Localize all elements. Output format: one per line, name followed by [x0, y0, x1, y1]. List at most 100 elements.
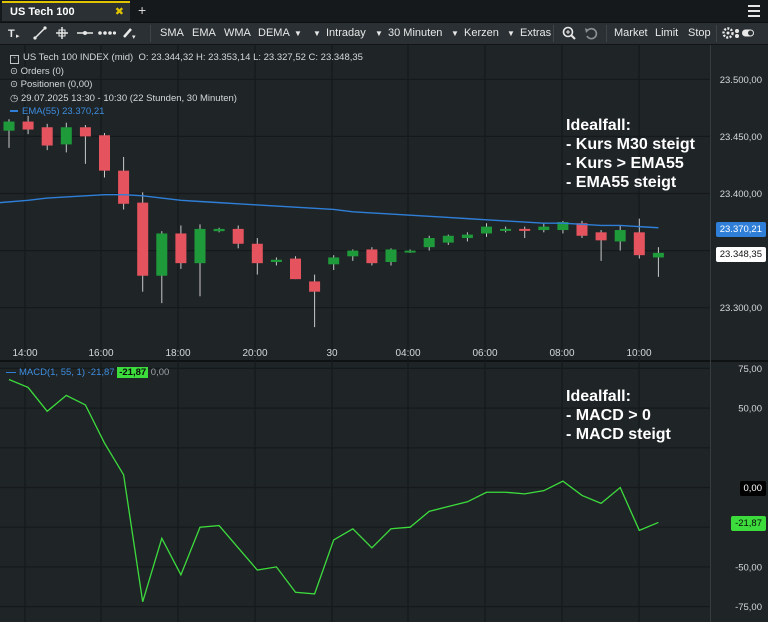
candle-body	[652, 252, 664, 258]
candle-body	[251, 243, 263, 264]
add-tab-icon[interactable]: +	[138, 2, 147, 18]
chart-type-select[interactable]: Kerzen	[464, 27, 499, 39]
annotation-macd-line: - MACD steigt	[566, 426, 671, 443]
time-tick-label: 20:00	[242, 348, 267, 359]
interval-select[interactable]: Intraday	[326, 27, 366, 39]
candle-body	[385, 249, 397, 263]
order-limit-button[interactable]: Limit	[655, 27, 679, 39]
candle-body	[175, 233, 187, 264]
legend-timerange: ◷ 29.07.2025 13:30 - 10:30 (22 Stunden, …	[10, 93, 237, 104]
extras-caret-icon[interactable]: ▼	[507, 29, 515, 38]
macd-zero-badge: 0,00	[739, 481, 766, 496]
target-icon: ⊙	[10, 66, 18, 77]
svg-text:▸: ▸	[16, 33, 20, 40]
indicator-dema-button[interactable]: DEMA	[258, 27, 290, 39]
macd-value-badge: -21,87	[731, 516, 766, 531]
candle-body	[576, 223, 588, 236]
candle-body	[79, 127, 91, 137]
order-market-button[interactable]: Market	[614, 27, 648, 39]
candle-body	[3, 121, 15, 131]
annotation-macd-line: - MACD > 0	[566, 407, 651, 424]
interval-caret-icon[interactable]: ▼	[313, 29, 321, 38]
candle-body	[99, 135, 110, 171]
macd-swatch	[6, 371, 16, 373]
time-tick-label: 08:00	[549, 348, 574, 359]
legend-macd[interactable]: MACD(1, 55, 1) -21,87 -21,87 0,00	[6, 367, 169, 378]
ema-swatch	[10, 110, 18, 113]
candle-body	[290, 258, 301, 280]
chart-toolbar: T ▸ ▾ SMA EMA WMA DEMA ▼ ▼ Intraday ▼ 30 …	[0, 23, 768, 45]
candle-body	[41, 127, 53, 146]
tab-us-tech-100[interactable]: US Tech 100 ✖	[2, 1, 130, 21]
text-tool-icon[interactable]: T ▸	[8, 26, 22, 40]
price-tick-label: 23.400,00	[720, 189, 762, 200]
legend-ema[interactable]: EMA(55) 23.370,21	[10, 106, 104, 117]
instrument-label: US Tech 100 INDEX (mid)	[23, 52, 134, 63]
annotation-price-line: - EMA55 steigt	[566, 174, 677, 191]
macd-tick-label: 75,00	[738, 364, 762, 375]
indicator-wma-button[interactable]: WMA	[224, 27, 251, 39]
collapse-icon[interactable]: -	[10, 55, 19, 64]
macd-value-tag: -21,87	[117, 367, 149, 378]
orders-label: Orders (0)	[20, 66, 64, 77]
pencil-icon[interactable]: ▾	[121, 26, 137, 40]
timerange-label: 29.07.2025 13:30 - 10:30 (22 Stunden, 30…	[20, 93, 237, 104]
target-icon: ⊙	[10, 79, 18, 90]
macd-tick-label: -75,00	[735, 602, 762, 613]
crosshair-tool-icon[interactable]	[55, 26, 69, 40]
undo-icon[interactable]	[584, 26, 598, 40]
zoom-icon[interactable]	[562, 26, 576, 40]
indicator-sma-button[interactable]: SMA	[160, 27, 184, 39]
candle-body	[595, 232, 607, 241]
price-axis: 23.300,0023.350,0023.400,0023.450,0023.5…	[720, 75, 762, 314]
time-tick-label: 10:00	[626, 348, 651, 359]
settings-toggle-icon[interactable]	[722, 26, 756, 40]
candle-body	[270, 259, 282, 263]
time-tick-label: 06:00	[472, 348, 497, 359]
candle-body	[232, 228, 244, 244]
indicator-ema-button[interactable]: EMA	[192, 27, 216, 39]
annotation-price-line: - Kurs > EMA55	[566, 155, 684, 172]
time-tick-label: 14:00	[12, 348, 37, 359]
candle-body	[423, 238, 435, 248]
candle-body	[461, 234, 473, 239]
candle-body	[442, 235, 454, 243]
hamburger-menu-icon[interactable]	[748, 5, 760, 17]
time-tick-label: 04:00	[395, 348, 420, 359]
annotation-price: Idealfall: - Kurs M30 steigt - Kurs > EM…	[566, 116, 695, 192]
candle-body	[118, 170, 130, 204]
chart-type-caret-icon[interactable]: ▼	[451, 29, 459, 38]
candle-series	[3, 115, 664, 328]
annotation-price-line: - Kurs M30 steigt	[566, 136, 695, 153]
macd-signal-tag: 0,00	[150, 367, 170, 378]
positions-label: Positionen (0,00)	[20, 79, 93, 90]
indicator-dropdown-caret-icon[interactable]: ▼	[294, 29, 302, 38]
chart-canvas[interactable]: 23.300,0023.350,0023.400,0023.450,0023.5…	[0, 45, 768, 622]
candle-body	[328, 257, 340, 265]
dotted-line-icon[interactable]	[98, 26, 116, 40]
clock-icon: ◷	[10, 93, 19, 104]
order-stop-button[interactable]: Stop	[688, 27, 711, 39]
candle-body	[60, 127, 72, 145]
candle-body	[557, 222, 569, 231]
candle-body	[156, 233, 168, 276]
close-icon[interactable]: ✖	[114, 6, 124, 18]
macd-line	[8, 378, 659, 603]
horizontal-line-icon[interactable]	[76, 26, 94, 40]
candle-body	[481, 226, 492, 234]
legend-orders[interactable]: ⊙ Orders (0)	[10, 66, 64, 77]
macd-axis: -75,00 -50,00 50,00 75,00	[735, 364, 762, 613]
price-tick-label: 23.450,00	[720, 132, 762, 143]
time-tick-label: 30	[326, 348, 338, 359]
time-axis: 14:00 16:00 18:00 20:00 30 04:00 06:00 08:00 10:…	[12, 348, 651, 359]
tab-label: US Tech 100	[10, 6, 75, 18]
period-select[interactable]: 30 Minuten	[388, 27, 443, 39]
time-tick-label: 16:00	[88, 348, 113, 359]
extras-menu[interactable]: Extras	[520, 27, 552, 39]
period-caret-icon[interactable]: ▼	[375, 29, 383, 38]
ohlc-label: O: 23.344,32 H: 23.353,14 L: 23.327,52 C…	[138, 52, 363, 63]
legend-positions[interactable]: ⊙ Positionen (0,00)	[10, 79, 92, 90]
annotation-macd-line: Idealfall:	[566, 388, 631, 405]
line-tool-icon[interactable]	[33, 26, 47, 40]
candle-body	[633, 232, 645, 256]
